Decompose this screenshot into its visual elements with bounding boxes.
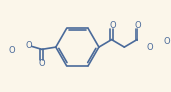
Text: O: O — [147, 43, 154, 52]
Text: O: O — [25, 41, 32, 50]
Text: O: O — [38, 59, 45, 68]
Text: O: O — [163, 37, 170, 46]
Text: O: O — [109, 21, 116, 30]
Text: O: O — [135, 21, 141, 30]
Text: O: O — [9, 46, 16, 55]
